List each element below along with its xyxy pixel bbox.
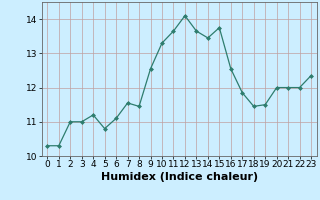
X-axis label: Humidex (Indice chaleur): Humidex (Indice chaleur) bbox=[100, 172, 258, 182]
